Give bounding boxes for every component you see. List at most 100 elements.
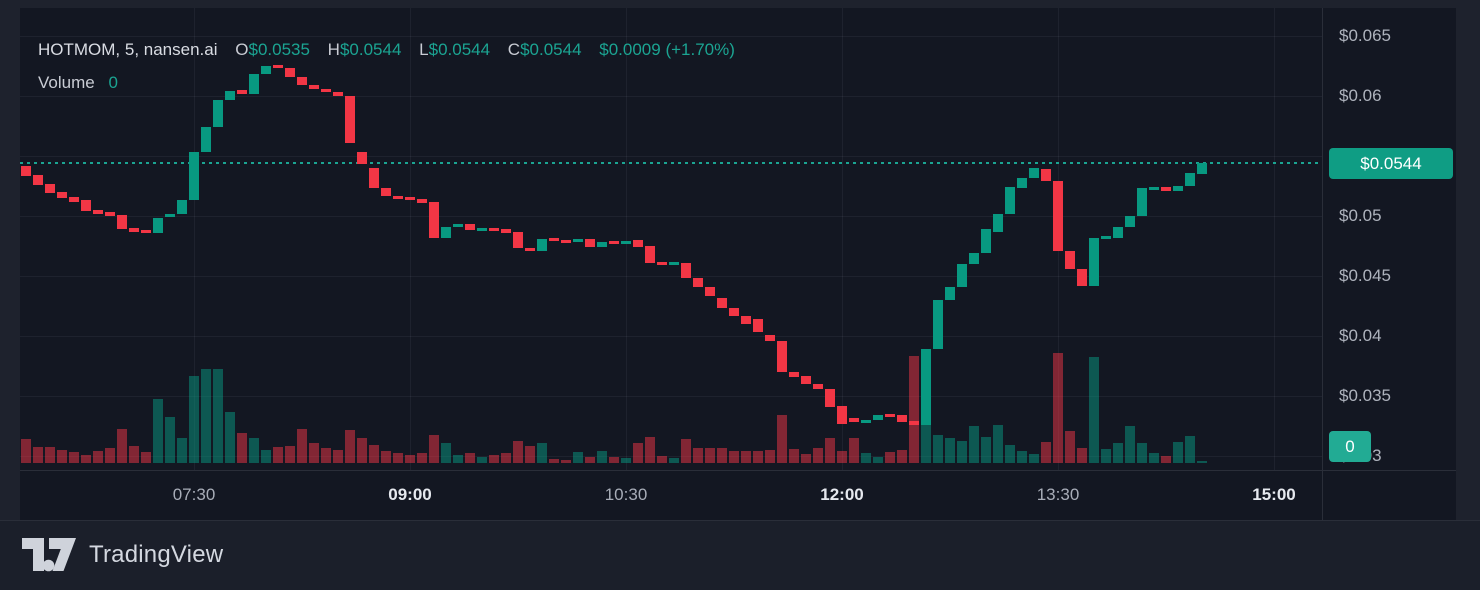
candle <box>285 68 295 77</box>
volume-bar <box>1017 451 1027 463</box>
candle <box>657 261 667 265</box>
candle <box>897 415 907 423</box>
candle <box>45 183 55 194</box>
candle <box>429 201 439 238</box>
volume-bar <box>897 450 907 463</box>
price-axis-label: $0.04 <box>1339 326 1382 345</box>
volume-bar <box>345 430 355 463</box>
volume-bar <box>669 458 679 463</box>
volume-bar <box>765 450 775 463</box>
volume-bar <box>777 415 787 463</box>
volume-bar <box>261 450 271 463</box>
volume-bar <box>321 448 331 463</box>
candle <box>57 192 67 198</box>
volume-bar <box>657 456 667 463</box>
volume-bar <box>453 455 463 463</box>
volume-bar <box>477 457 487 463</box>
volume-bar <box>729 451 739 463</box>
volume-bar <box>189 376 199 463</box>
volume-bar <box>357 438 367 463</box>
candle <box>837 405 847 424</box>
volume-bar <box>129 446 139 463</box>
time-axis[interactable]: 07:30 09:00 10:30 12:00 13:30 15:00 <box>20 470 1456 520</box>
tradingview-logo-link[interactable]: TradingView <box>22 538 223 572</box>
volume-bar <box>981 437 991 463</box>
candle <box>909 421 919 425</box>
volume-bar <box>621 458 631 463</box>
high-label: H <box>327 40 340 59</box>
volume-bar <box>573 452 583 463</box>
volume-bar <box>705 448 715 463</box>
last-price-line <box>20 162 1322 165</box>
candle <box>249 74 259 94</box>
close-value: $0.0544 <box>520 40 582 59</box>
volume-bar <box>993 425 1003 463</box>
volume-bar <box>885 452 895 463</box>
candle <box>597 242 607 248</box>
candle <box>1173 186 1183 191</box>
volume-bar <box>1113 443 1123 463</box>
volume-value: 0 <box>108 73 118 92</box>
candle <box>405 196 415 200</box>
candle <box>513 231 523 249</box>
candle <box>153 218 163 233</box>
candle <box>417 199 427 203</box>
grid-line-h <box>20 96 1322 97</box>
price-axis-label: $0.06 <box>1339 86 1382 105</box>
candle <box>585 238 595 248</box>
volume-bar <box>957 441 967 463</box>
candle <box>765 334 775 341</box>
open-label: O <box>235 40 249 59</box>
volume-bar <box>105 448 115 463</box>
candle <box>309 85 319 89</box>
volume-bar <box>405 455 415 463</box>
volume-bar <box>1065 431 1075 463</box>
volume-bar <box>165 417 175 463</box>
volume-bar <box>1197 461 1207 463</box>
volume-bar <box>33 447 43 463</box>
candle <box>1065 250 1075 269</box>
tradingview-logo-icon <box>22 538 76 572</box>
volume-bar <box>489 455 499 463</box>
candle <box>501 229 511 233</box>
price-axis-label: $0.045 <box>1339 266 1391 285</box>
candle <box>825 388 835 407</box>
volume-bar <box>81 455 91 463</box>
chart-pane[interactable]: HOTMOM, 5, nansen.ai O$0.0535 H$0.0544 L… <box>20 8 1322 470</box>
volume-bar <box>441 443 451 463</box>
candle <box>609 241 619 245</box>
candle <box>1161 187 1171 191</box>
grid-line-h <box>20 456 1322 457</box>
candle <box>1005 187 1015 214</box>
time-axis-label: 12:00 <box>820 485 864 504</box>
candle <box>849 417 859 423</box>
candle <box>717 297 727 309</box>
grid-line-v <box>842 8 843 470</box>
candle <box>165 213 175 218</box>
volume-bar <box>717 448 727 463</box>
volume-bar <box>933 435 943 463</box>
price-axis-label: $0.05 <box>1339 206 1382 225</box>
volume-bar <box>1005 445 1015 463</box>
candle <box>261 66 271 75</box>
volume-bar <box>1125 426 1135 463</box>
price-axis[interactable]: $0.065$0.06$0.05$0.045$0.04$0.035$0.03 $… <box>1322 8 1456 470</box>
high-value: $0.0544 <box>339 40 402 59</box>
candle <box>465 224 475 231</box>
volume-bar <box>849 438 859 463</box>
volume-zero-badge: 0 <box>1329 431 1371 462</box>
volume-bar <box>1041 442 1051 463</box>
candle <box>945 286 955 300</box>
volume-bar <box>801 454 811 463</box>
candle <box>1113 226 1123 238</box>
candle <box>201 127 211 153</box>
volume-bar <box>789 449 799 463</box>
time-axis-label: 13:30 <box>1036 485 1080 504</box>
candle <box>573 238 583 242</box>
candle <box>681 262 691 279</box>
symbol-title[interactable]: HOTMOM, 5, nansen.ai <box>38 40 218 59</box>
volume-label[interactable]: Volume <box>38 73 95 92</box>
candle <box>273 64 283 69</box>
volume-bar <box>285 446 295 463</box>
